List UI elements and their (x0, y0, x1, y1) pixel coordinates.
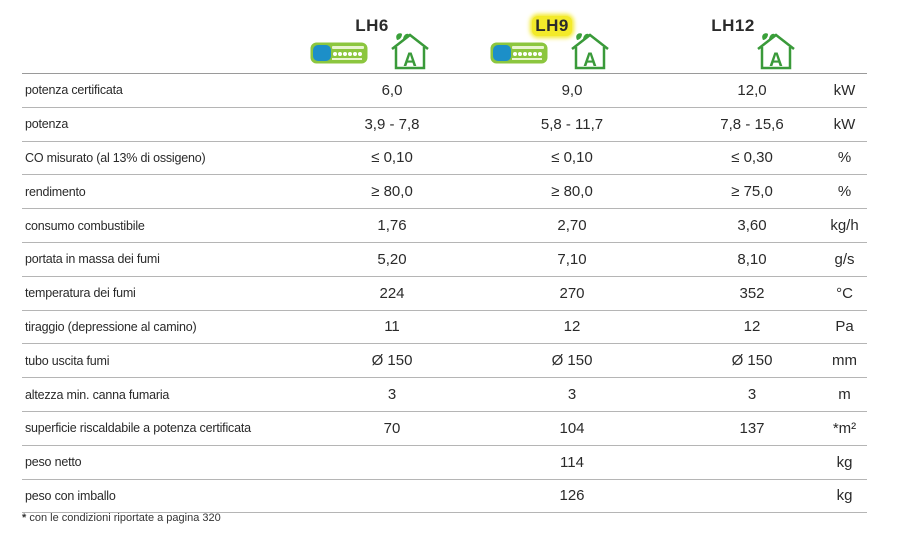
table-row: rendimento ≥ 80,0 ≥ 80,0 ≥ 75,0 % (22, 175, 867, 210)
badges-lh9: A (490, 32, 620, 70)
value-lh9: 7,10 (557, 250, 587, 268)
footnote: * con le condizioni riportate a pagina 3… (22, 512, 221, 524)
unit: % (837, 149, 852, 167)
row-label: temperatura dei fumi (25, 286, 136, 301)
unit: °C (836, 284, 853, 302)
value-lh9: 5,8 - 11,7 (540, 115, 604, 133)
table-row: CO misurato (al 13% di ossigeno) ≤ 0,10 … (22, 142, 867, 176)
row-label: peso con imballo (25, 488, 116, 503)
value-lh9: Ø 150 (551, 352, 593, 370)
house-class-a-icon: A (757, 33, 795, 70)
value-lh12: Ø 150 (731, 352, 773, 370)
value-lh6: 224 (379, 284, 405, 302)
house-class-a-icon: A (391, 33, 429, 70)
value-lh12 (682, 446, 822, 479)
unit: % (837, 183, 852, 201)
unit: mm (832, 352, 857, 370)
footnote-text: con le condizioni riportate a pagina 320 (29, 512, 221, 524)
value-lh12: ≤ 0,30 (731, 149, 773, 167)
unit: kW (833, 81, 856, 99)
value-lh6: 11 (384, 318, 400, 336)
table-row: peso netto 114 kg (22, 446, 867, 480)
table-row: temperatura dei fumi 224 270 352 °C (22, 277, 867, 311)
row-label: CO misurato (al 13% di ossigeno) (25, 150, 206, 165)
value-lh6: 5,20 (377, 250, 407, 268)
value-lh12: 8,10 (737, 250, 767, 268)
row-label: potenza (25, 117, 69, 132)
unit: g/s (834, 250, 855, 268)
model-name: LH6 (355, 16, 389, 35)
unit: kg (836, 453, 853, 471)
row-label: tiraggio (depressione al camino) (25, 319, 197, 334)
unit: *m² (832, 419, 857, 437)
specs-table: potenza certificata 6,0 9,0 12,0 kW pote… (22, 73, 867, 514)
value-lh9: ≤ 0,10 (551, 149, 593, 167)
unit: kW (833, 115, 856, 133)
value-lh6: Ø 150 (371, 352, 413, 370)
footnote-mark: * (22, 512, 27, 524)
value-lh12: 3 (747, 386, 757, 404)
value-lh9: 3 (567, 386, 577, 404)
value-lh6: 3,9 - 7,8 (364, 115, 420, 133)
unit: m (838, 386, 851, 404)
value-lh12: ≥ 75,0 (731, 183, 773, 201)
value-lh6: ≥ 80,0 (371, 183, 413, 201)
value-lh9: 126 (559, 487, 585, 505)
value-lh12: 12,0 (737, 81, 767, 99)
value-lh9: 270 (559, 284, 585, 302)
svg-text:A: A (403, 50, 417, 70)
table-row: superficie riscaldabile a potenza certif… (22, 412, 867, 446)
table-row: portata in massa dei fumi 5,20 7,10 8,10… (22, 243, 867, 277)
badges-lh6: A (310, 32, 440, 70)
model-name: LH9 (532, 16, 572, 36)
table-row: tubo uscita fumi Ø 150 Ø 150 Ø 150 mm (22, 344, 867, 379)
row-label: portata in massa dei fumi (25, 252, 160, 267)
value-lh6 (322, 480, 462, 513)
table-row: altezza min. canna fumaria 3 3 3 m (22, 378, 867, 412)
table-row: potenza 3,9 - 7,8 5,8 - 11,7 7,8 - 15,6 … (22, 108, 867, 142)
unit: kg/h (830, 217, 859, 235)
value-lh12: 137 (739, 419, 765, 437)
row-label: tubo uscita fumi (25, 353, 110, 368)
house-class-a-icon: A (571, 33, 609, 70)
row-label: potenza certificata (25, 83, 123, 98)
table-row: tiraggio (depressione al camino) 11 12 1… (22, 311, 867, 345)
value-lh6: ≤ 0,10 (371, 149, 413, 167)
row-label: superficie riscaldabile a potenza certif… (25, 421, 251, 436)
table-row: peso con imballo 126 kg (22, 480, 867, 514)
value-lh9: 114 (560, 453, 584, 471)
row-label: consumo combustibile (25, 218, 145, 233)
value-lh6 (322, 446, 462, 479)
value-lh9: 2,70 (557, 217, 587, 235)
unit: kg (836, 487, 853, 505)
row-label: rendimento (25, 184, 86, 199)
value-lh12: 3,60 (737, 217, 767, 235)
value-lh12: 7,8 - 15,6 (720, 115, 784, 133)
column-header-lh6: LH6 (302, 16, 442, 36)
value-lh9: 12 (563, 318, 581, 336)
value-lh12: 352 (739, 284, 765, 302)
value-lh12: 12 (743, 318, 761, 336)
column-header-lh12: LH12 (663, 16, 803, 36)
value-lh6: 1,76 (377, 217, 407, 235)
row-label: peso netto (25, 455, 82, 470)
svg-text:A: A (769, 50, 783, 70)
value-lh9: ≥ 80,0 (551, 183, 593, 201)
badges-lh12: A (690, 32, 795, 70)
value-lh12 (682, 480, 822, 513)
value-lh9: 104 (559, 419, 585, 437)
value-lh9: 9,0 (561, 81, 583, 99)
model-name: LH12 (711, 16, 755, 35)
value-lh6: 3 (387, 386, 397, 404)
value-lh6: 70 (383, 419, 401, 437)
value-lh6: 6,0 (381, 81, 403, 99)
table-row: consumo combustibile 1,76 2,70 3,60 kg/h (22, 209, 867, 243)
column-header-lh9: LH9 (482, 16, 622, 36)
table-row: potenza certificata 6,0 9,0 12,0 kW (22, 74, 867, 108)
unit: Pa (835, 318, 854, 336)
energy-label-icon (490, 42, 548, 64)
svg-text:A: A (583, 50, 597, 70)
row-label: altezza min. canna fumaria (25, 387, 170, 402)
energy-label-icon (310, 42, 368, 64)
